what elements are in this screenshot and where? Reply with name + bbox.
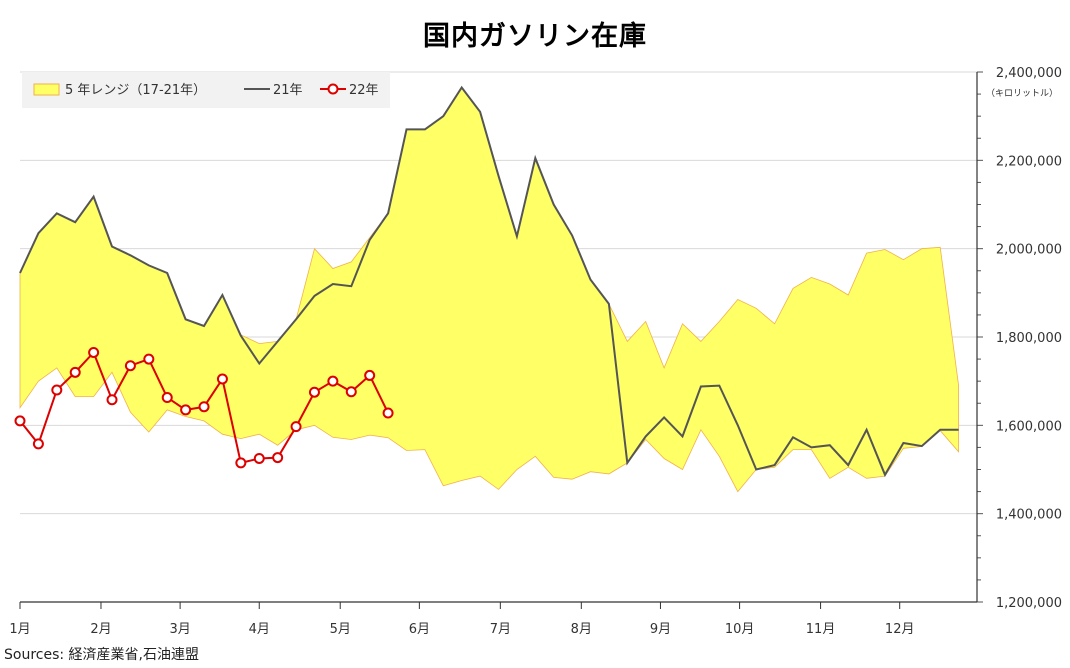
chart-title: 国内ガソリン在庫 (423, 21, 647, 52)
series-line-21 (19, 85, 959, 478)
series-markers-22 (14, 346, 394, 469)
legend-label-22: 22年 (349, 83, 379, 98)
x-tick-label: 11月 (806, 622, 836, 637)
x-tick-label: 2月 (90, 622, 111, 637)
y-tick-label: 2,200,000 (996, 154, 1062, 169)
legend-label-range: 5 年レンジ（17-21年） (65, 83, 206, 98)
y-tick-label: 1,200,000 (996, 596, 1062, 611)
x-tick-label: 3月 (169, 622, 190, 637)
legend-label-21: 21年 (273, 83, 303, 98)
data-point-22 (143, 353, 155, 365)
x-tick-label: 5月 (330, 622, 351, 637)
five-year-range-area (19, 86, 959, 493)
x-tick-label: 6月 (409, 622, 430, 637)
source-note: Sources: 経済産業省,石油連盟 (4, 647, 199, 663)
data-point-22 (308, 386, 320, 398)
data-point-22 (253, 452, 265, 464)
y-tick-label: 1,800,000 (996, 331, 1062, 346)
x-tick-label: 12月 (885, 622, 915, 637)
x-tick-label: 8月 (571, 622, 592, 637)
data-point-22 (345, 386, 357, 398)
data-point-22 (180, 404, 192, 416)
y-tick-label: 2,000,000 (996, 243, 1062, 258)
y-tick-label: 1,600,000 (996, 419, 1062, 434)
data-point-22 (106, 394, 118, 406)
legend: 5 年レンジ（17-21年） 21年 22年 (22, 72, 390, 108)
x-tick-label: 4月 (249, 622, 270, 637)
x-tick-label: 1月 (9, 622, 30, 637)
legend-range-swatch (33, 83, 60, 96)
data-point-22 (272, 452, 284, 464)
data-point-22 (364, 369, 376, 381)
data-point-22 (124, 360, 136, 372)
data-point-22 (51, 384, 63, 396)
data-point-22 (382, 407, 394, 419)
data-point-22 (235, 457, 247, 469)
x-axis-tick-labels: 1月 2月 3月 4月 5月 6月 7月 8月 9月 10月 11月 12月 (9, 622, 914, 637)
data-point-22 (216, 373, 228, 385)
legend-22-marker (327, 83, 339, 95)
y-axis-unit-label: （キロリットル） (986, 88, 1058, 99)
data-point-22 (327, 375, 339, 387)
data-point-22 (14, 415, 26, 427)
data-point-22 (290, 421, 302, 433)
axes (19, 71, 983, 609)
data-point-22 (32, 438, 44, 450)
y-tick-label: 1,400,000 (996, 508, 1062, 523)
y-tick-label: 2,400,000 (996, 66, 1062, 81)
y-axis-tick-labels: 1,200,000 1,400,000 1,600,000 1,800,000 2,00… (996, 66, 1062, 611)
x-tick-label: 7月 (490, 622, 511, 637)
data-point-22 (69, 366, 81, 378)
x-tick-label: 10月 (725, 622, 755, 637)
data-point-22 (198, 401, 210, 413)
data-point-22 (161, 392, 173, 404)
data-point-22 (88, 346, 100, 358)
x-tick-label: 9月 (650, 622, 671, 637)
